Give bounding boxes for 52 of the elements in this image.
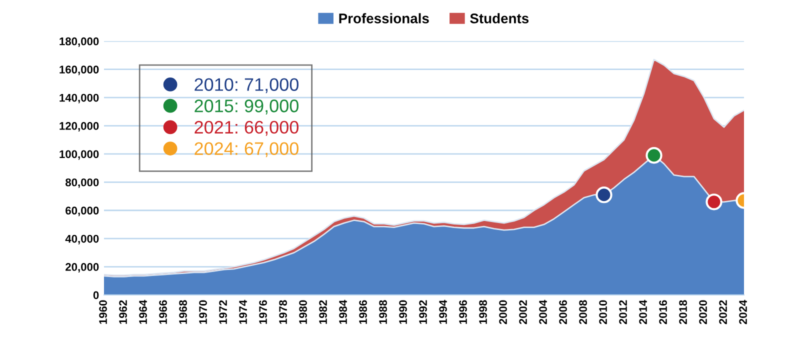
y-tick-label: 0 <box>93 291 99 300</box>
x-tick-label: 2022 <box>719 300 727 324</box>
y-tick-label: 60,000 <box>66 206 99 216</box>
point <box>596 186 612 204</box>
x-tick-label: 2010 <box>599 300 607 324</box>
x-tick-label: 2014 <box>639 300 647 324</box>
x-tick-label: 1996 <box>459 300 467 324</box>
x-tick-label: 1986 <box>359 300 367 324</box>
x-tick-label: 2024 <box>739 300 747 324</box>
x-tick-label: 2012 <box>619 300 627 324</box>
x-tick-label: 2020 <box>699 300 707 324</box>
x-tick-label: 1992 <box>419 300 427 324</box>
legend-label: 2024: 67,000 <box>194 142 298 158</box>
x-tick-label: 2000 <box>499 300 507 324</box>
x-tick-label: 1990 <box>399 300 407 324</box>
y-tick-label: 80,000 <box>66 178 99 188</box>
x-tick-label: 2018 <box>679 300 687 324</box>
x-tick-label: 2016 <box>659 300 667 324</box>
x-tick-label: 2002 <box>519 300 527 324</box>
x-tick-label: 1980 <box>299 300 307 324</box>
x-tick-label: 1970 <box>199 300 207 324</box>
x-tick-label: 1962 <box>119 300 127 324</box>
legend-label: 2015: 99,000 <box>194 100 298 114</box>
point <box>646 147 662 164</box>
y-tick-label: 40,000 <box>65 234 99 244</box>
legend-label: Students <box>470 13 529 24</box>
legend-label: Professionals <box>339 13 429 24</box>
x-tick-label: 1974 <box>239 300 247 324</box>
x-tick-label: 1994 <box>439 300 447 324</box>
y-tick-label: 180,000 <box>60 37 99 47</box>
x-tick-label: 1984 <box>339 300 347 324</box>
y-tick-label: 100,000 <box>60 150 99 160</box>
x-tick-label: 1964 <box>139 300 147 324</box>
y-tick-label: 140,000 <box>60 94 99 104</box>
x-tick-label: 1968 <box>179 300 187 324</box>
y-tick-label: 120,000 <box>60 122 99 132</box>
y-tick-label: 160,000 <box>60 66 99 76</box>
y-tick-label: 20,000 <box>66 263 99 273</box>
x-tick-label: 1976 <box>259 300 267 324</box>
legend-label: 2021: 66,000 <box>194 120 298 136</box>
x-tick-label: 2004 <box>539 300 547 324</box>
x-tick-label: 1978 <box>279 300 287 324</box>
x-tick-label: 1988 <box>379 300 387 324</box>
x-tick-label: 1982 <box>319 300 327 324</box>
x-tick-label: 1960 <box>99 300 107 324</box>
x-tick-label: 2006 <box>559 300 567 324</box>
x-tick-label: 1998 <box>479 300 487 324</box>
legend-label: 2010: 71,000 <box>194 78 298 94</box>
x-tick-label: 2008 <box>579 300 587 324</box>
point <box>706 194 722 210</box>
x-tick-label: 1972 <box>219 300 227 324</box>
x-tick-label: 1966 <box>159 300 167 324</box>
